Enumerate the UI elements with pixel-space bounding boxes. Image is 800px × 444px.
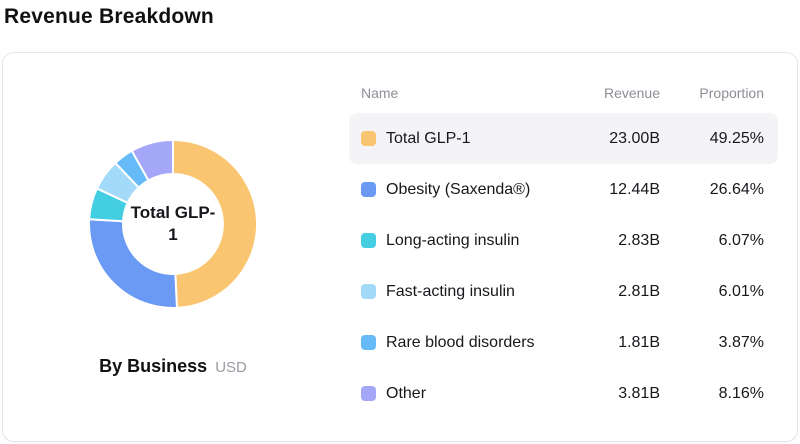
chart-caption-unit: USD bbox=[215, 359, 247, 376]
header-revenue: Revenue bbox=[603, 85, 660, 101]
row-name-label: Rare blood disorders bbox=[386, 333, 535, 351]
row-proportion-value: 6.07% bbox=[718, 231, 764, 249]
table-body: Total GLP-1 23.00B 49.25% Obesity (Saxenda®… bbox=[349, 113, 778, 419]
chart-caption: By Business USD bbox=[99, 356, 247, 377]
row-revenue-value: 12.44B bbox=[609, 180, 660, 198]
series-color-swatch bbox=[361, 182, 376, 197]
row-revenue-value: 2.81B bbox=[618, 282, 660, 300]
row-revenue-value: 3.81B bbox=[618, 384, 660, 402]
series-color-swatch bbox=[361, 335, 376, 350]
row-name-label: Obesity (Saxenda®) bbox=[386, 180, 531, 198]
row-name-cell: Obesity (Saxenda®) bbox=[361, 181, 550, 199]
chart-caption-label: By Business bbox=[99, 356, 208, 376]
donut-segment[interactable] bbox=[88, 218, 178, 309]
table-row[interactable]: Fast-acting insulin 2.81B 6.01% bbox=[349, 266, 778, 317]
row-proportion-value: 3.87% bbox=[718, 333, 764, 351]
table-row[interactable]: Total GLP-1 23.00B 49.25% bbox=[349, 113, 778, 164]
row-name-label: Other bbox=[386, 384, 427, 402]
row-proportion-value: 8.16% bbox=[718, 384, 764, 402]
table-row[interactable]: Obesity (Saxenda®) 12.44B 26.64% bbox=[349, 164, 778, 215]
series-color-swatch bbox=[361, 386, 376, 401]
donut-segment[interactable] bbox=[130, 139, 174, 182]
row-name-cell: Long-acting insulin bbox=[361, 232, 550, 250]
header-proportion: Proportion bbox=[699, 85, 764, 101]
row-name-label: Long-acting insulin bbox=[386, 231, 520, 249]
header-name: Name bbox=[361, 85, 399, 101]
table-row[interactable]: Long-acting insulin 2.83B 6.07% bbox=[349, 215, 778, 266]
row-name-cell: Rare blood disorders bbox=[361, 334, 550, 352]
breakdown-table: Name Revenue Proportion Total GLP-1 23.00… bbox=[343, 53, 797, 441]
row-name-cell: Fast-acting insulin bbox=[361, 283, 550, 301]
revenue-breakdown-card: Total GLP- 1 By Business USD Name Revenue… bbox=[2, 52, 798, 442]
table-header-row: Name Revenue Proportion bbox=[349, 83, 778, 103]
donut-segment[interactable] bbox=[172, 139, 259, 309]
donut-svg bbox=[88, 139, 259, 309]
row-proportion-value: 26.64% bbox=[709, 180, 764, 198]
row-name-label: Total GLP-1 bbox=[386, 129, 471, 147]
chart-panel: Total GLP- 1 By Business USD bbox=[3, 53, 343, 441]
row-proportion-value: 6.01% bbox=[718, 282, 764, 300]
row-name-cell: Total GLP-1 bbox=[361, 130, 550, 148]
row-revenue-value: 2.83B bbox=[618, 231, 660, 249]
row-revenue-value: 23.00B bbox=[609, 129, 660, 147]
donut-chart[interactable]: Total GLP- 1 bbox=[85, 136, 261, 312]
table-row[interactable]: Rare blood disorders 1.81B 3.87% bbox=[349, 317, 778, 368]
row-name-cell: Other bbox=[361, 385, 550, 403]
row-revenue-value: 1.81B bbox=[618, 333, 660, 351]
series-color-swatch bbox=[361, 131, 376, 146]
table-row[interactable]: Other 3.81B 8.16% bbox=[349, 368, 778, 419]
page-title: Revenue Breakdown bbox=[4, 5, 214, 28]
series-color-swatch bbox=[361, 233, 376, 248]
row-proportion-value: 49.25% bbox=[709, 129, 764, 147]
row-name-label: Fast-acting insulin bbox=[386, 282, 515, 300]
series-color-swatch bbox=[361, 284, 376, 299]
